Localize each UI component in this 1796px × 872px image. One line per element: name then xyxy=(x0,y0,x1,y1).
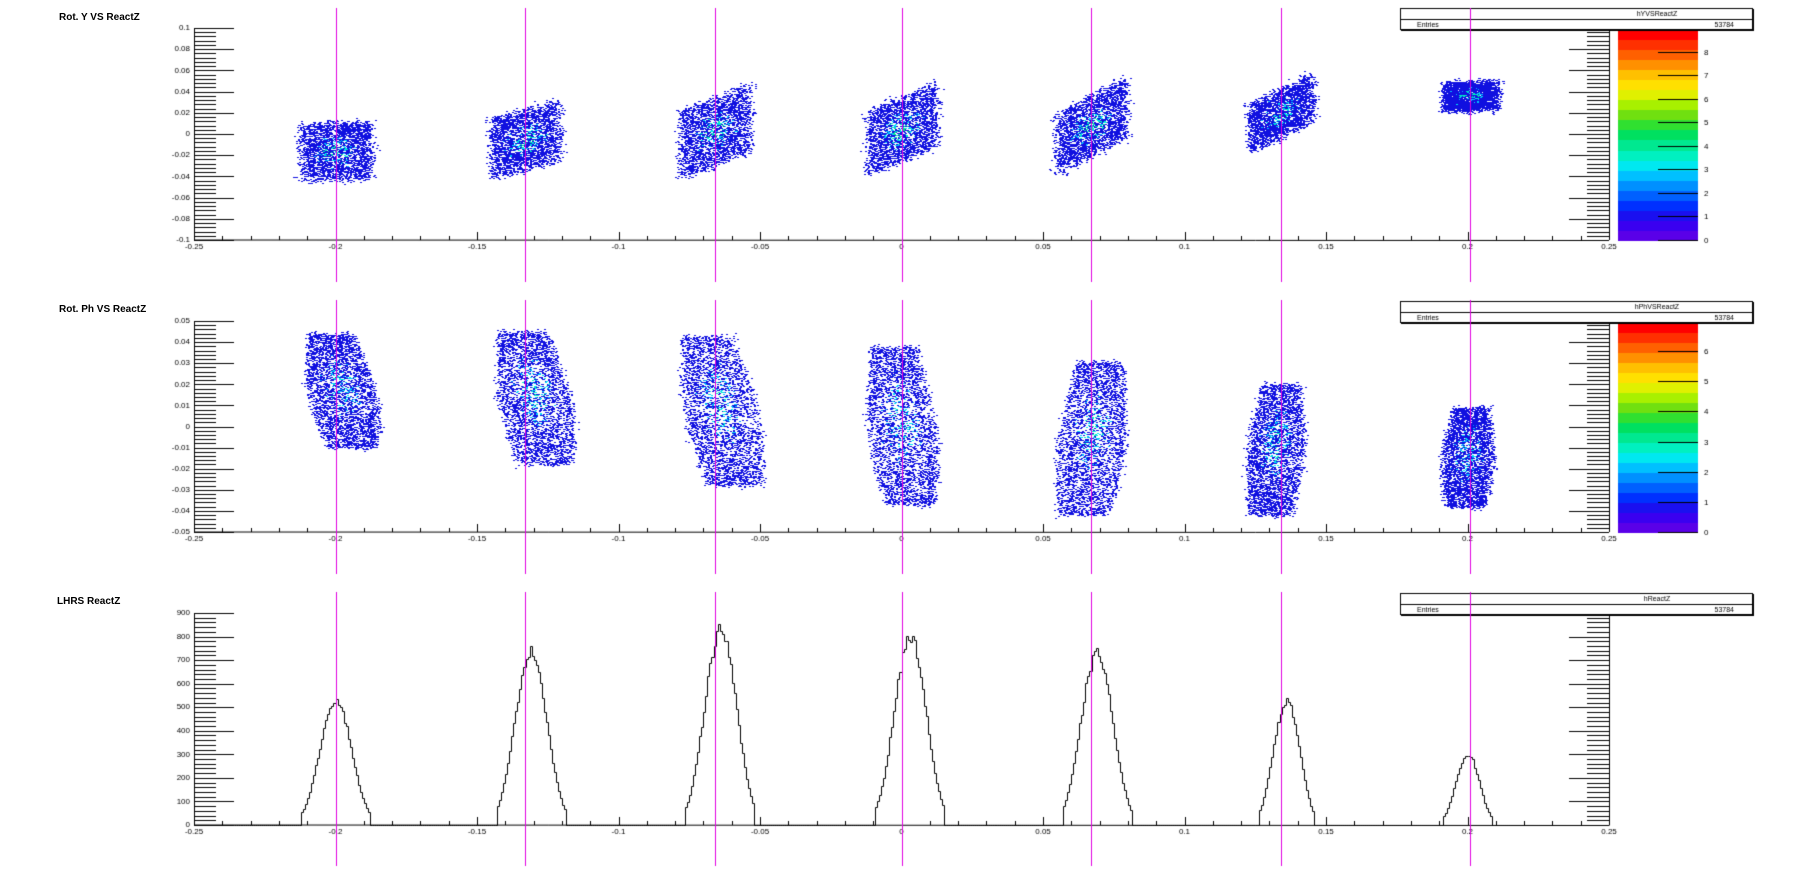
panel2-title: Rot. Ph VS ReactZ xyxy=(59,304,147,315)
panel3-title: LHRS ReactZ xyxy=(57,596,121,607)
panel1-title: Rot. Y VS ReactZ xyxy=(59,12,140,23)
